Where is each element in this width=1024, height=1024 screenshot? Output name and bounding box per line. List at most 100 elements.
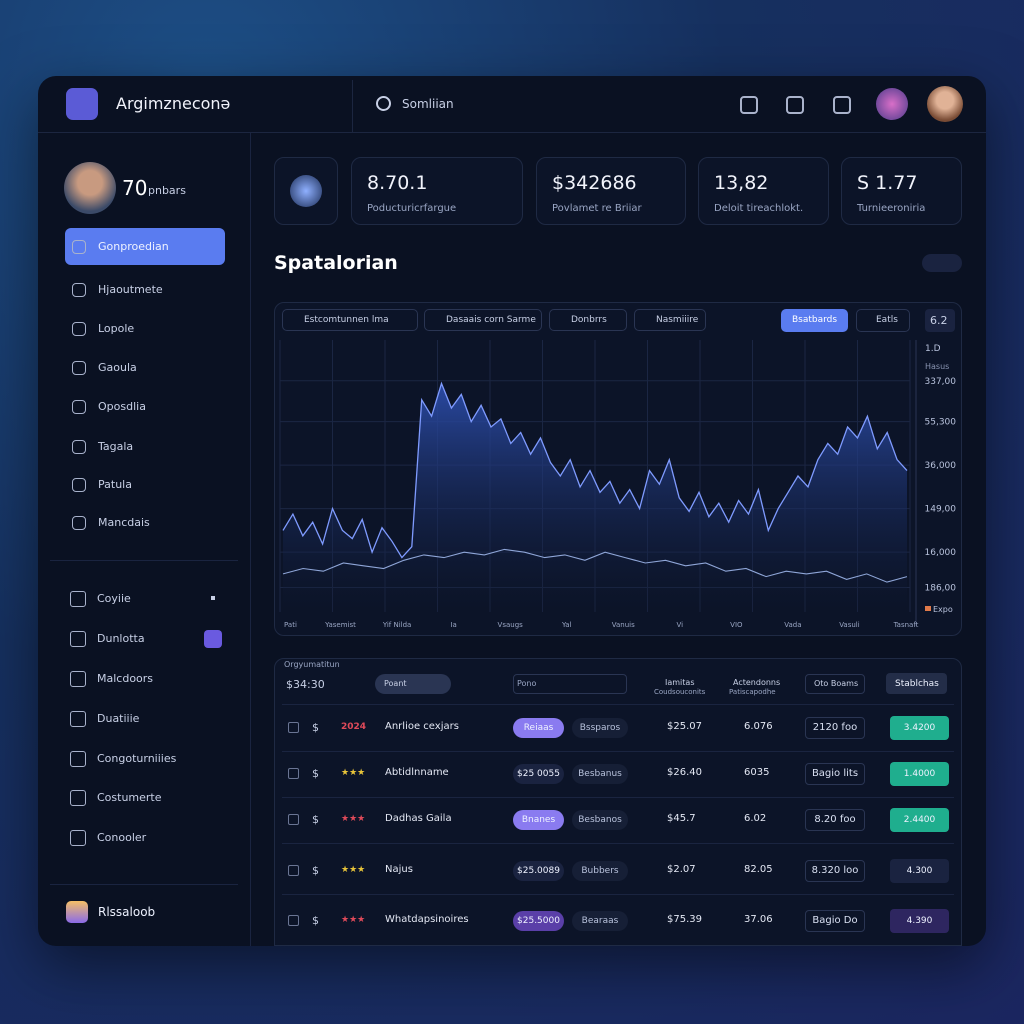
row-tag: 2024 bbox=[341, 722, 367, 732]
row-status: Besbanos bbox=[572, 810, 628, 830]
nav-icon bbox=[70, 671, 86, 687]
nav-item[interactable]: Congoturniiies bbox=[97, 752, 177, 765]
nav-item[interactable]: Costumerte bbox=[97, 791, 162, 804]
nav-item[interactable]: Tagala bbox=[98, 440, 134, 453]
icon-button[interactable] bbox=[786, 96, 804, 114]
row-price: $45.7 bbox=[667, 813, 696, 824]
header-button[interactable] bbox=[805, 674, 865, 694]
table-header[interactable]: Oto Boams bbox=[814, 679, 859, 688]
divider bbox=[50, 884, 238, 885]
filter-dropdown[interactable] bbox=[634, 309, 706, 331]
row-action[interactable]: 4.390 bbox=[890, 909, 949, 933]
filter-dropdown[interactable] bbox=[549, 309, 627, 331]
checkbox[interactable] bbox=[288, 768, 299, 779]
avatar[interactable] bbox=[927, 86, 963, 122]
row-name: Abtidlnname bbox=[385, 767, 449, 778]
top-bar bbox=[38, 132, 986, 133]
table-header: Coudsouconits bbox=[654, 688, 706, 696]
row-tag: ★★★ bbox=[341, 814, 366, 824]
nav-item[interactable]: Malcdoors bbox=[97, 672, 154, 685]
divider bbox=[282, 797, 954, 798]
nav-item[interactable]: Patula bbox=[98, 478, 132, 491]
footer-icon[interactable] bbox=[66, 901, 88, 923]
checkbox[interactable] bbox=[288, 915, 299, 926]
nav-item[interactable]: Mancdais bbox=[98, 516, 150, 529]
divider bbox=[282, 894, 954, 895]
row-status: Bssparos bbox=[572, 718, 628, 738]
stat-value: $342686 bbox=[552, 172, 637, 194]
brand: Argimzneconə bbox=[116, 94, 231, 113]
filter-dropdown[interactable] bbox=[282, 309, 418, 331]
row-button[interactable]: 2120 foo bbox=[805, 717, 865, 739]
row-name: Dadhas Gaila bbox=[385, 813, 452, 824]
table-header: Actendonns bbox=[733, 678, 781, 687]
row-status: Bearaas bbox=[572, 911, 628, 931]
row-value: 6035 bbox=[744, 767, 770, 778]
row-button[interactable]: 8.320 loo bbox=[805, 860, 865, 882]
checkbox[interactable] bbox=[288, 865, 299, 876]
row-value: 82.05 bbox=[744, 864, 773, 875]
icon-button[interactable] bbox=[740, 96, 758, 114]
header-input[interactable] bbox=[513, 674, 627, 694]
stat-value: 13,82 bbox=[714, 172, 769, 194]
row-button[interactable]: Bagio lits bbox=[805, 763, 865, 785]
row-name: Whatdapsinoires bbox=[385, 914, 469, 925]
table-header[interactable]: Poant bbox=[384, 679, 407, 688]
nav-item[interactable]: Oposdlia bbox=[98, 400, 146, 413]
primary-button[interactable] bbox=[781, 309, 848, 332]
row-pill: $25.0089 bbox=[513, 861, 564, 881]
nav-icon bbox=[70, 751, 86, 767]
row-tag: ★★★ bbox=[341, 768, 366, 778]
nav-item[interactable]: Dunlotta bbox=[97, 632, 145, 645]
search-input[interactable]: Somliian bbox=[402, 97, 454, 111]
stat-icon bbox=[290, 175, 322, 207]
row-action[interactable]: 1.4000 bbox=[890, 762, 949, 786]
table-header: Iamitas bbox=[665, 678, 695, 687]
row-icon: $ bbox=[312, 767, 319, 780]
nav-item[interactable]: Gonproedian bbox=[98, 240, 169, 253]
stat-value: 8.70.1 bbox=[367, 172, 428, 194]
nav-item[interactable]: Lopole bbox=[98, 322, 135, 335]
row-icon: $ bbox=[312, 914, 319, 927]
checkbox[interactable] bbox=[288, 814, 299, 825]
nav-item[interactable]: Gaoula bbox=[98, 361, 137, 374]
icon-button[interactable] bbox=[833, 96, 851, 114]
avatar[interactable] bbox=[876, 88, 908, 120]
row-price: $26.40 bbox=[667, 767, 702, 778]
row-status: Besbanus bbox=[572, 764, 628, 784]
footer-label[interactable]: Rlssaloob bbox=[98, 905, 156, 919]
row-button[interactable]: 8.20 foo bbox=[805, 809, 865, 831]
app-window: Argimzneconə Somliian 70 pnbars Gonproedian H… bbox=[38, 76, 986, 946]
row-action[interactable]: 4.300 bbox=[890, 859, 949, 883]
nav-icon bbox=[72, 322, 86, 336]
secondary-button-label: Eatls bbox=[876, 315, 898, 325]
section-title: Spatalorian bbox=[274, 252, 398, 274]
nav-item[interactable]: Coyiie bbox=[97, 592, 131, 605]
row-action[interactable]: 3.4200 bbox=[890, 716, 949, 740]
chart-card bbox=[274, 302, 962, 636]
nav-item[interactable]: Duatiiie bbox=[97, 712, 140, 725]
search-icon[interactable] bbox=[376, 96, 391, 111]
stat-label: Povlamet re Briiar bbox=[552, 203, 642, 214]
nav-icon bbox=[70, 830, 86, 846]
table-header[interactable]: Stablchas bbox=[895, 679, 939, 689]
nav-item[interactable]: Conooler bbox=[97, 831, 147, 844]
row-pill: Bnanes bbox=[513, 810, 564, 830]
badge-label: 6.2 bbox=[930, 314, 948, 327]
secondary-button[interactable] bbox=[856, 309, 910, 332]
filter-label: Dasaais corn Sarme bbox=[446, 315, 536, 325]
stat-card bbox=[698, 157, 829, 225]
table-header[interactable]: Pono bbox=[517, 679, 537, 688]
row-button[interactable]: Bagio Do bbox=[805, 910, 865, 932]
profile-label: pnbars bbox=[148, 184, 186, 197]
checkbox[interactable] bbox=[288, 722, 299, 733]
filter-dropdown[interactable] bbox=[424, 309, 542, 331]
filter-label: Nasmiiire bbox=[656, 315, 699, 325]
toggle[interactable] bbox=[922, 254, 962, 272]
header-button[interactable] bbox=[886, 673, 947, 694]
row-action[interactable]: 2.4400 bbox=[890, 808, 949, 832]
row-price: $25.07 bbox=[667, 721, 702, 732]
nav-item[interactable]: Hjaoutmete bbox=[98, 283, 163, 296]
header-filter[interactable] bbox=[375, 674, 451, 694]
logo[interactable] bbox=[66, 88, 98, 120]
